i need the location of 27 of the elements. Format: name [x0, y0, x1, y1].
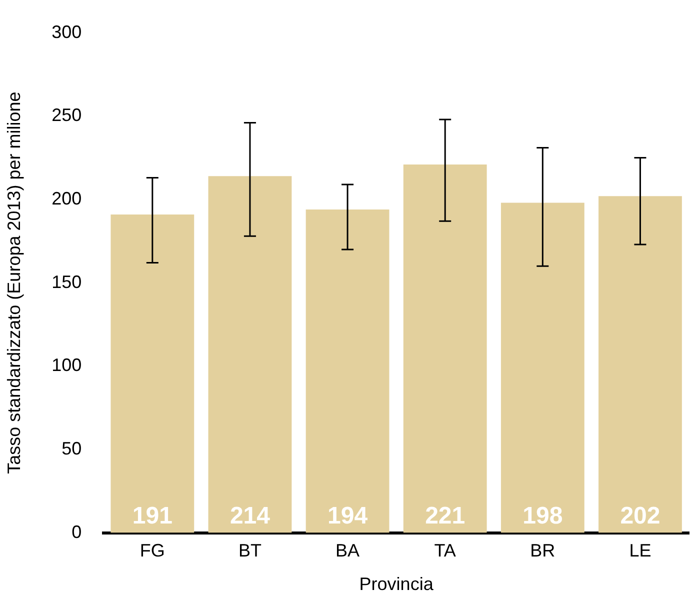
bar: [110, 214, 194, 533]
y-tick-label: 100: [52, 355, 82, 376]
x-tick-label: BA: [336, 540, 360, 561]
y-tick-label: 200: [52, 188, 82, 208]
data-label: 221: [425, 502, 466, 530]
bar: [598, 196, 682, 533]
data-label: 198: [522, 502, 563, 530]
data-label: 202: [620, 502, 660, 530]
x-tick-label: FG: [140, 540, 165, 561]
x-tick-label: LE: [629, 540, 652, 561]
data-label: 214: [230, 502, 271, 530]
x-tick-label: BR: [530, 540, 556, 561]
x-tick-label: TA: [434, 540, 456, 561]
y-tick-label: 250: [52, 105, 82, 126]
y-tick-label: 300: [52, 22, 82, 42]
data-label: 194: [328, 502, 368, 530]
bar: [208, 176, 292, 533]
data-label: 191: [132, 502, 172, 530]
x-tick-label: BT: [238, 540, 262, 561]
y-tick-label: 0: [72, 522, 82, 542]
bar: [500, 202, 584, 533]
y-axis-title: Tasso standardizzato (Europa 2013) per milione: [4, 92, 24, 474]
x-axis-title: Provincia: [359, 574, 434, 594]
bar: [403, 164, 487, 533]
y-tick-label: 150: [52, 272, 82, 292]
bar: [306, 209, 390, 533]
y-tick-label: 50: [62, 438, 82, 458]
